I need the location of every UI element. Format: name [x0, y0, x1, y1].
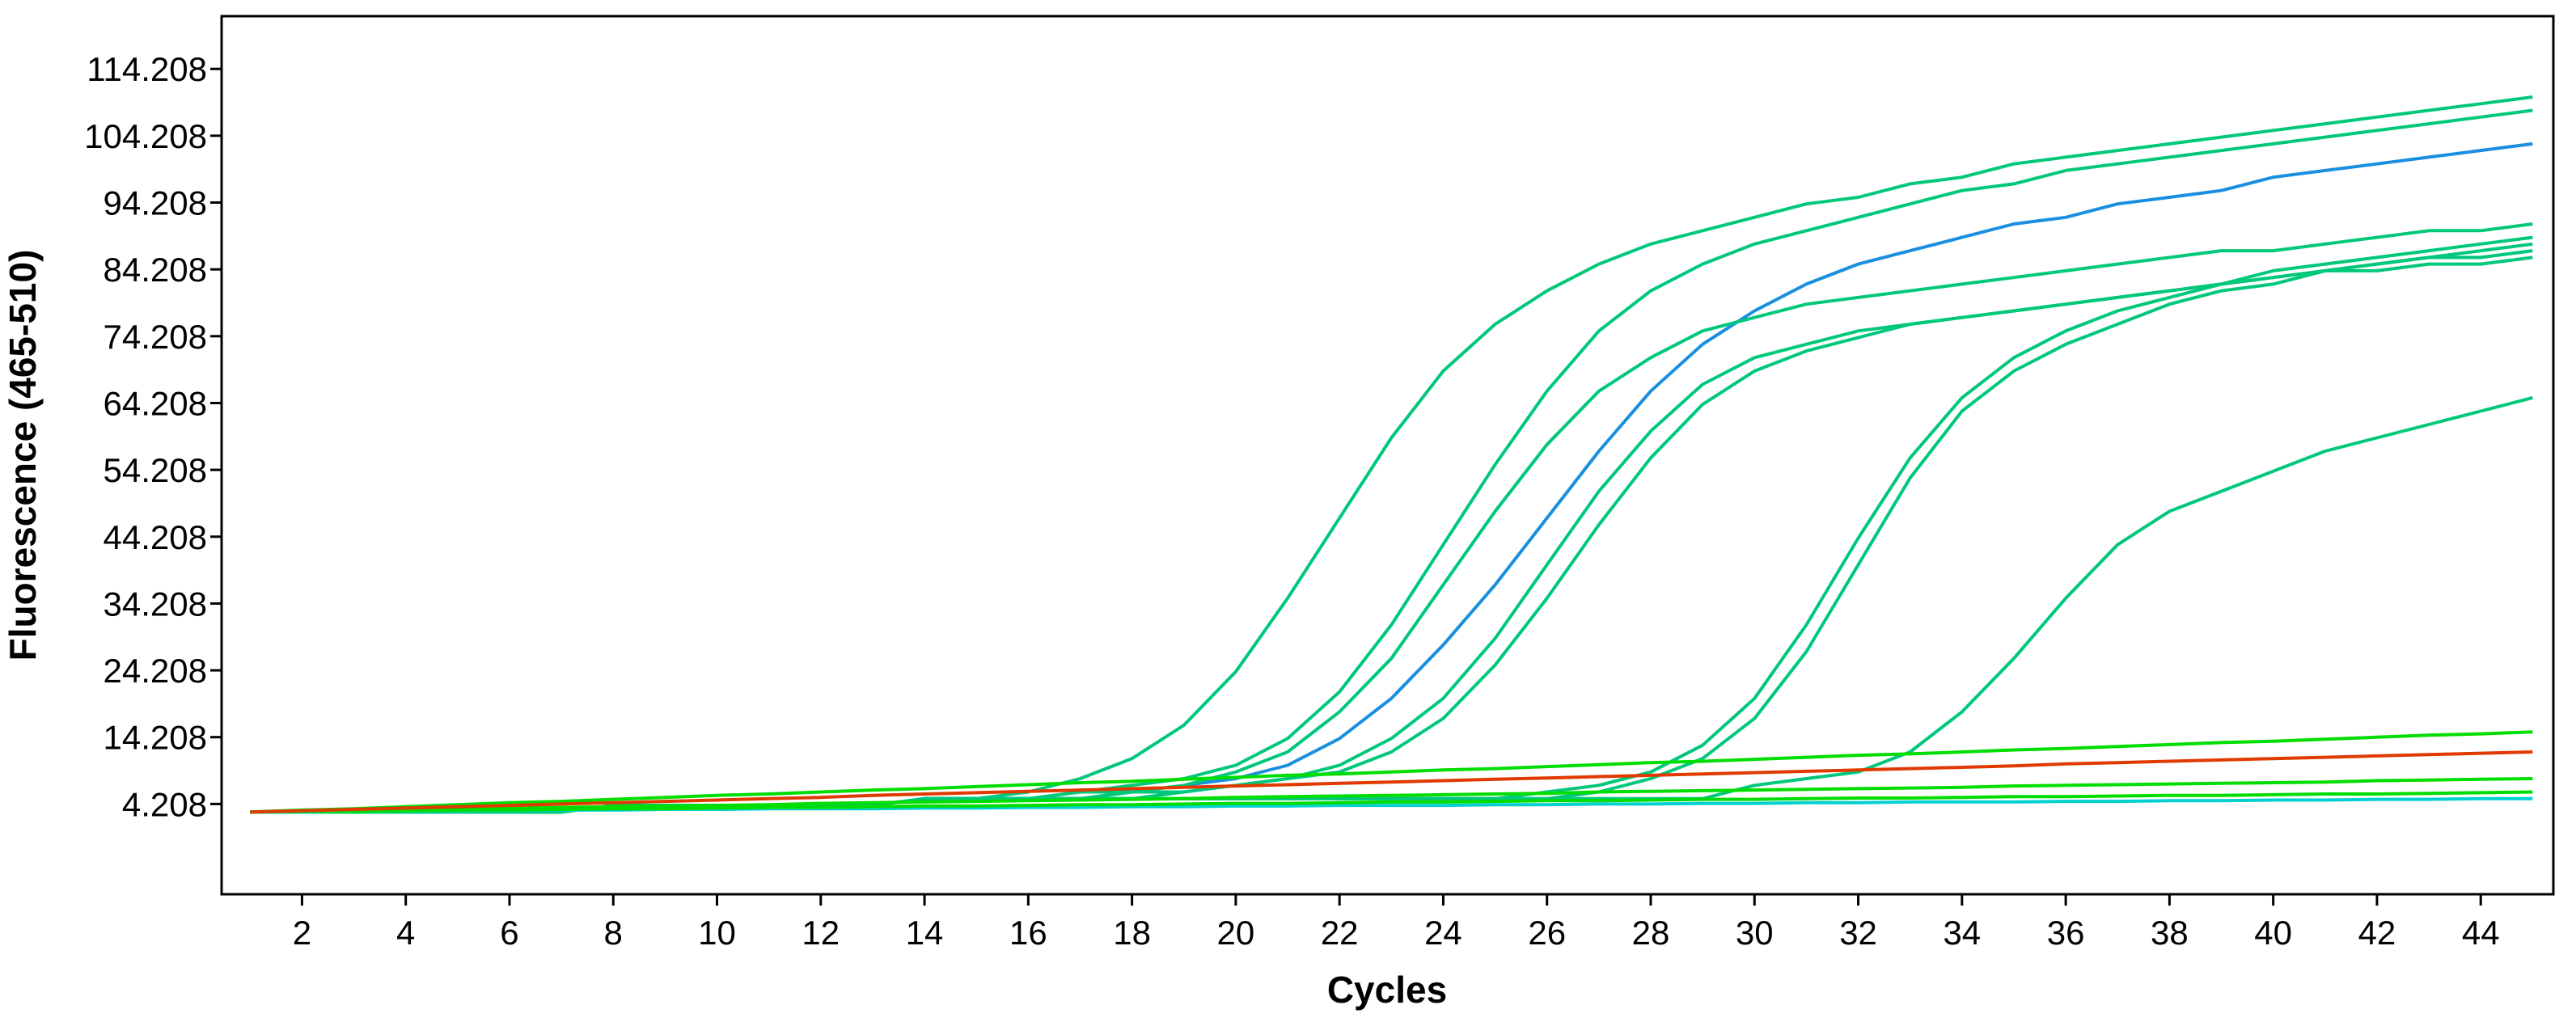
x-tick-label: 4 [396, 914, 415, 952]
x-tick-label: 34 [1943, 914, 1981, 952]
y-tick-label: 4.208 [122, 785, 207, 823]
plot-frame [220, 15, 2555, 896]
x-tick-label: 30 [1736, 914, 1774, 952]
y-tick-label: 14.208 [104, 719, 207, 757]
x-tick-label: 26 [1528, 914, 1566, 952]
x-tick-label: 22 [1321, 914, 1359, 952]
x-tick-label: 18 [1113, 914, 1151, 952]
y-tick-label: 104.208 [84, 117, 207, 155]
x-tick-label: 24 [1424, 914, 1462, 952]
x-tick-label: 38 [2151, 914, 2189, 952]
x-tick-label: 2 [293, 914, 311, 952]
y-tick-label: 44.208 [104, 518, 207, 556]
y-axis-title: Fluorescence (465-510) [2, 250, 44, 661]
x-tick-label: 42 [2358, 914, 2396, 952]
x-tick-label: 32 [1839, 914, 1877, 952]
x-tick-label: 44 [2462, 914, 2500, 952]
x-tick-label: 40 [2254, 914, 2292, 952]
series-line [250, 750, 2533, 814]
y-tick-label: 114.208 [87, 50, 207, 88]
x-tick-label: 16 [1009, 914, 1047, 952]
plot-area [250, 95, 2533, 814]
x-tick-label: 8 [604, 914, 623, 952]
x-tick-label: 36 [2047, 914, 2085, 952]
series-line [250, 730, 2533, 814]
y-tick-label: 94.208 [104, 184, 207, 222]
series-line [250, 777, 2533, 814]
x-tick-label: 28 [1632, 914, 1670, 952]
x-axis-title: Cycles [1327, 969, 1447, 1011]
series-line [250, 790, 2533, 814]
x-tick-label: 10 [698, 914, 736, 952]
y-tick-label: 64.208 [104, 384, 207, 422]
y-tick-label: 84.208 [104, 251, 207, 289]
x-tick-label: 12 [802, 914, 840, 952]
y-tick-label: 24.208 [104, 652, 207, 690]
x-tick-label: 14 [906, 914, 944, 952]
y-tick-label: 54.208 [104, 451, 207, 489]
x-tick-label: 20 [1217, 914, 1255, 952]
x-tick-label: 6 [500, 914, 518, 952]
y-tick-label: 74.208 [104, 318, 207, 356]
y-tick-label: 34.208 [104, 585, 207, 623]
